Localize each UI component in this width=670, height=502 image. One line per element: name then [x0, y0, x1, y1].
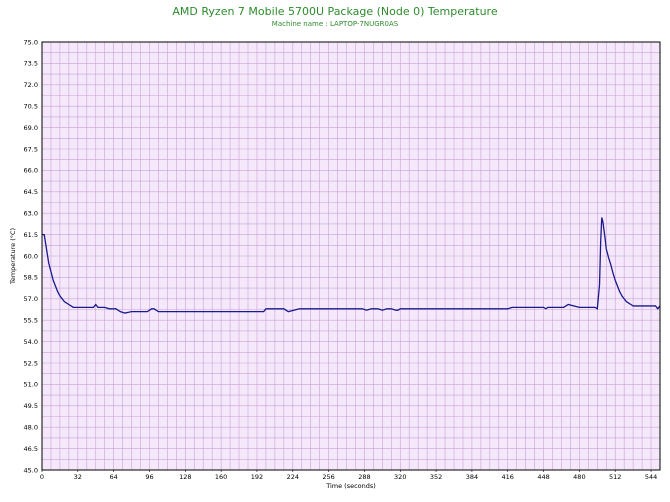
y-tick-label: 51.0 [24, 381, 38, 389]
y-tick-label: 69.0 [24, 124, 38, 132]
x-tick-label: 256 [322, 473, 334, 481]
grid-horizontal [42, 41, 660, 471]
y-tick-label: 64.5 [24, 188, 38, 196]
y-tick-label: 72.0 [24, 81, 38, 89]
x-tick-label: 288 [358, 473, 370, 481]
y-tick-label: 52.5 [24, 359, 38, 367]
x-tick-label: 224 [287, 473, 299, 481]
y-tick-label: 58.5 [24, 274, 38, 282]
x-tick-label: 192 [251, 473, 263, 481]
y-axis-ticks: 45.0 46.5 48.0 49.5 51.0 52.5 54.0 55.5 57.0 58.5… [24, 38, 38, 474]
x-tick-label: 0 [40, 473, 44, 481]
y-tick-label: 63.0 [24, 210, 38, 218]
y-axis-label: Temperature (°C) [9, 228, 17, 285]
y-tick-label: 73.5 [24, 60, 38, 68]
x-tick-label: 448 [537, 473, 549, 481]
y-tick-label: 45.0 [24, 466, 38, 474]
x-tick-label: 416 [502, 473, 514, 481]
x-tick-label: 64 [110, 473, 118, 481]
x-tick-label: 352 [430, 473, 442, 481]
x-tick-label: 32 [74, 473, 82, 481]
y-tick-label: 55.5 [24, 317, 38, 325]
x-tick-label: 544 [645, 473, 657, 481]
y-tick-label: 57.0 [24, 295, 38, 303]
y-tick-label: 61.5 [24, 231, 38, 239]
x-tick-label: 96 [145, 473, 153, 481]
y-tick-label: 49.5 [24, 402, 38, 410]
series-line [42, 217, 661, 314]
x-tick-label: 320 [394, 473, 406, 481]
y-tick-label: 70.5 [24, 103, 38, 111]
y-tick-label: 66.0 [24, 167, 38, 175]
x-tick-label: 160 [215, 473, 227, 481]
y-tick-label: 67.5 [24, 145, 38, 153]
x-tick-label: 480 [573, 473, 585, 481]
y-tick-label: 54.0 [24, 338, 38, 346]
chart-subtitle: Machine name : LAPTOP-7NUGR0AS [271, 20, 399, 28]
x-tick-label: 512 [609, 473, 621, 481]
x-axis-ticks: 0 32 64 96 128 160 192 224 256 288 320 352 384 416 448… [40, 470, 657, 481]
x-axis-label: Time (seconds) [325, 482, 376, 490]
y-tick-label: 48.0 [24, 424, 38, 432]
y-tick-label: 60.0 [24, 252, 38, 260]
chart-title: AMD Ryzen 7 Mobile 5700U Package (Node 0… [172, 5, 498, 18]
plot-border [41, 41, 661, 471]
x-tick-label: 384 [466, 473, 478, 481]
x-tick-label: 128 [179, 473, 191, 481]
y-tick-label: 46.5 [24, 445, 38, 453]
y-tick-label: 75.0 [24, 38, 38, 46]
